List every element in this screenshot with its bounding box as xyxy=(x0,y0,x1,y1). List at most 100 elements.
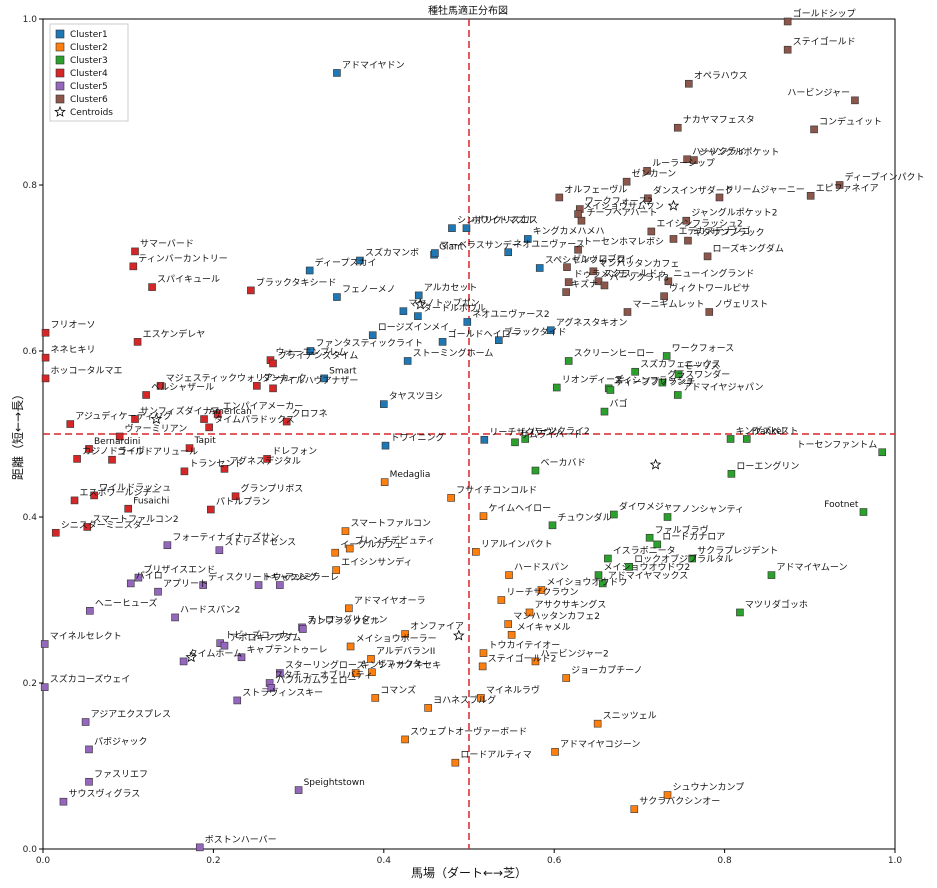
data-point xyxy=(346,642,355,651)
point-label: カジノドライヴ xyxy=(82,445,145,457)
point-label: ストリートセンス xyxy=(224,537,296,548)
point-label: ゴールドヘイロー xyxy=(448,328,520,340)
point-label: オペラハウス xyxy=(694,71,748,82)
point-label: マーベラスサンデー xyxy=(440,239,521,251)
data-point xyxy=(674,370,683,379)
point-label: メイショウオウドウ2 xyxy=(604,562,691,573)
data-point xyxy=(742,435,751,443)
point-label: サクラプレジデント xyxy=(697,545,778,557)
data-point xyxy=(555,193,564,202)
point-label: エイシンフラッシュ xyxy=(614,375,695,386)
point-label: フリオーソ xyxy=(51,320,96,331)
point-label: Fusaichi xyxy=(133,497,169,507)
data-point xyxy=(115,432,124,441)
data-point xyxy=(220,641,229,650)
point-label: スズカフェニックス xyxy=(640,358,721,370)
point-label: スペシャルウィーク xyxy=(545,255,625,266)
data-point xyxy=(371,694,380,702)
point-label: アドマイヤオーラ xyxy=(354,595,426,606)
point-label: グラスワンダー xyxy=(667,369,730,381)
point-label: サウスヴィグラス xyxy=(68,788,140,800)
data-point xyxy=(131,415,139,423)
point-label: タートルボウル xyxy=(423,303,486,314)
data-point xyxy=(86,606,94,615)
point-label: キンシャサノキセキ xyxy=(361,660,442,671)
data-point xyxy=(859,508,868,516)
data-point xyxy=(220,465,229,473)
point-label: ワイルドラッシュ xyxy=(99,482,171,493)
legend-label: Cluster3 xyxy=(70,56,108,66)
point-label: サンフィズダイナス xyxy=(140,405,220,417)
data-point xyxy=(134,573,143,582)
data-point xyxy=(643,167,651,175)
data-point xyxy=(414,312,422,320)
point-label: モーリス xyxy=(684,362,720,372)
point-label: スターリングローズ xyxy=(285,659,366,671)
point-label: エイシンフラッシュ2 xyxy=(656,218,742,229)
data-point xyxy=(59,797,68,806)
point-label: ティンバーカントリー xyxy=(138,253,227,264)
data-point xyxy=(535,264,544,272)
point-label: ブラックタイド xyxy=(504,326,567,338)
data-point xyxy=(552,383,561,392)
data-point xyxy=(688,554,697,563)
data-point xyxy=(653,540,662,549)
data-point xyxy=(215,546,224,555)
data-point xyxy=(90,491,98,500)
point-label: アルカセット xyxy=(424,282,478,293)
centroid-marker xyxy=(414,298,427,310)
data-point xyxy=(479,512,488,520)
axes: 0.0 0.2 0.4 0.6 0.8 1.0 0.0 0.2 0.4 0.6 0.8 1.0 xyxy=(23,15,903,866)
point-label: コマンズ xyxy=(380,684,416,696)
data-point xyxy=(368,668,376,677)
point-label: ブライアンズタイム xyxy=(278,349,358,361)
data-point xyxy=(663,513,672,521)
data-point xyxy=(367,655,375,663)
data-point xyxy=(73,455,81,463)
point-label: サマーバード xyxy=(140,238,194,249)
data-point xyxy=(504,620,512,628)
point-label: ハードスパン xyxy=(514,562,568,573)
data-point xyxy=(83,523,92,531)
data-point xyxy=(504,248,512,257)
data-point xyxy=(644,194,652,203)
point-label: クロフネ xyxy=(292,409,328,420)
legend-label: Centroids xyxy=(70,108,113,118)
reference-lines xyxy=(43,19,895,849)
legend: Cluster1 Cluster2 Cluster3 Cluster4 Cluster5… xyxy=(49,23,129,122)
point-label: ダイワメジャー xyxy=(619,501,682,513)
point-label: パトルプラン xyxy=(216,497,270,508)
point-label: スマートファルコン2 xyxy=(92,515,178,525)
data-point xyxy=(269,384,277,393)
data-point xyxy=(305,266,314,275)
point-label: キングズベスト xyxy=(736,425,799,437)
point-label: ベーカバド xyxy=(540,458,585,469)
data-point xyxy=(564,278,573,286)
point-label: タイムホーム xyxy=(189,648,243,659)
point-label: キャプテントゥーレ xyxy=(247,644,328,655)
data-point xyxy=(463,318,472,326)
point-label: スパイキュール xyxy=(157,274,220,285)
data-point xyxy=(451,758,460,767)
data-point xyxy=(783,45,792,54)
point-label: リオンディーズ xyxy=(562,374,624,386)
point-label: ディスクリートキャット xyxy=(208,571,306,583)
y-tick-label: 0.2 xyxy=(23,679,37,689)
point-label: マツリダゴッホ xyxy=(745,598,808,610)
point-label: リアルインパクト xyxy=(481,539,553,550)
data-point xyxy=(548,521,557,530)
data-point xyxy=(600,281,609,290)
data-point xyxy=(495,336,503,345)
data-point xyxy=(525,608,534,617)
data-point xyxy=(403,357,412,365)
point-label: グランプリボス xyxy=(241,482,304,494)
data-point xyxy=(564,357,573,365)
point-label: オルフェーヴル xyxy=(564,183,627,195)
data-point xyxy=(40,640,49,648)
data-point xyxy=(199,581,207,589)
data-point xyxy=(606,386,615,394)
point-label: マイネルセレクト xyxy=(50,631,122,642)
point-label: ネオユニヴァース2 xyxy=(472,308,549,320)
data-point xyxy=(341,527,350,535)
point-label: ホワイトマズル xyxy=(471,214,534,226)
